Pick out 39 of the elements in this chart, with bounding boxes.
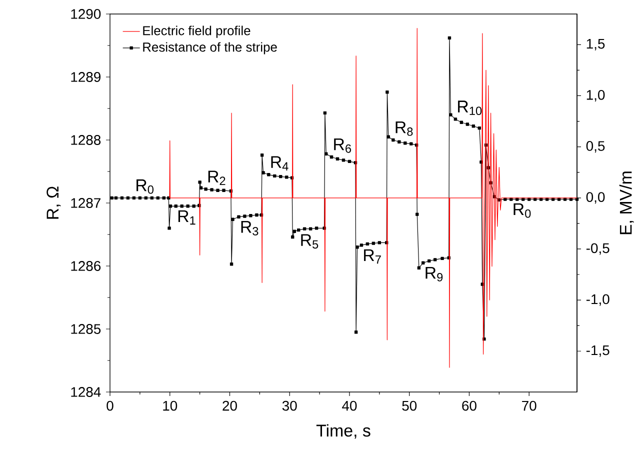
x-tick-label: 70 — [522, 400, 536, 411]
annotation: R$_{8}$ — [396, 121, 413, 136]
y-axis-title: R, Ω — [46, 186, 61, 219]
y-tick-label: 1287 — [71, 198, 100, 208]
y2-tick-label: 0,0 — [586, 192, 605, 204]
y2-tick-label: -0,5 — [586, 243, 610, 255]
y2-tick-label: 1,0 — [586, 90, 605, 102]
annotation: R$_{9}$ — [426, 267, 443, 282]
y-tick-label: 1289 — [71, 72, 100, 82]
y2-tick-label: 1,5 — [586, 38, 605, 50]
x-axis-title: Time, s — [316, 424, 370, 439]
annotation: R$_{1}$ — [178, 210, 196, 225]
y-tick-label: 1284 — [71, 387, 101, 397]
annotation: R$_{4}$ — [271, 156, 288, 170]
x-tick-label: 50 — [402, 400, 417, 411]
x-tick-label: 40 — [342, 400, 357, 411]
y-tick-label: 1286 — [71, 261, 101, 271]
annotation: R$_{0}$ — [136, 179, 154, 194]
y2-tick-label: 0,5 — [586, 141, 605, 153]
annotation: R$_{2}$ — [208, 170, 226, 185]
y-tick-label: 1290 — [71, 9, 101, 19]
annotation: R$_{7}$ — [364, 249, 381, 264]
x-tick-label: 0 — [106, 400, 114, 411]
x-tick-label: 20 — [222, 400, 237, 411]
y2-tick-label: -1,0 — [586, 294, 610, 306]
x-tick-label: 60 — [462, 400, 476, 411]
annotation: R$_{0}$ — [514, 203, 531, 218]
legend-label: Electric field profile — [143, 26, 250, 38]
y2-axis-title: E, MV/m — [619, 172, 634, 234]
x-tick-label: 30 — [282, 400, 297, 411]
y-tick-label: 1285 — [71, 324, 101, 334]
annotation: R$_{5}$ — [301, 234, 318, 249]
x-tick-label: 10 — [163, 400, 178, 411]
legend-label: Resistance of the stripe — [143, 42, 277, 54]
annotation: R$_{3}$ — [241, 221, 258, 236]
annotation: R$_{6}$ — [334, 138, 352, 153]
y2-tick-label: -1,5 — [586, 345, 610, 357]
y-tick-label: 1288 — [71, 135, 101, 145]
annotation: R$_{10}$ — [458, 100, 482, 116]
